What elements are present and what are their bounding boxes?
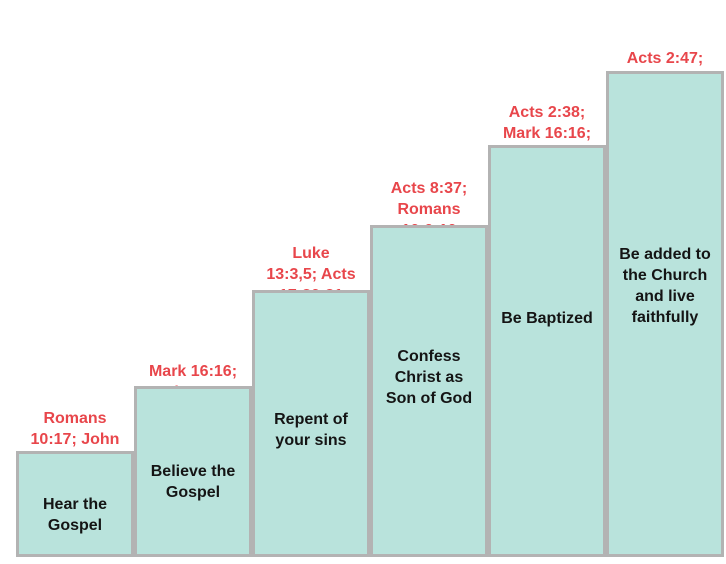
step-2-label: Believe the Gospel (150, 463, 236, 501)
step-3-repent-of-your-sins: Repent of your sins (252, 290, 370, 557)
step-6-label: Be added to the Church and live faithful… (619, 246, 711, 326)
step-1-label: Hear the Gospel (42, 496, 108, 534)
step-4-label: Confess Christ as Son of God (385, 348, 473, 407)
step-4-confess-christ: Confess Christ as Son of God (370, 225, 488, 557)
step-2-believe-the-gospel: Believe the Gospel (134, 386, 252, 557)
step-1-hear-the-gospel: Hear the Gospel (16, 451, 134, 557)
step-3-label: Repent of your sins (274, 411, 348, 449)
step-6-be-added-to-church: Be added to the Church and live faithful… (606, 71, 724, 557)
step-5-be-baptized: Be Baptized (488, 145, 606, 557)
step-5-label: Be Baptized (501, 310, 593, 327)
